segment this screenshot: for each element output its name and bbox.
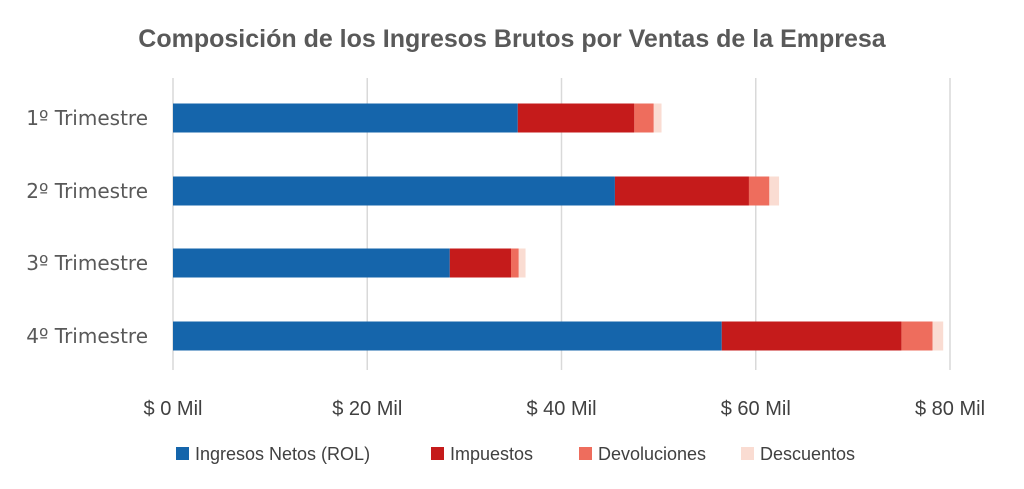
bar-1-series-1 [173, 103, 518, 133]
bar-3-series-3 [510, 248, 519, 278]
x-axis-tick-labels: $ 0 Mil $ 20 Mil $ 40 Mil $ 60 Mil $ 80 Mil [144, 398, 985, 420]
category-label-4: 4º Trimestre [26, 324, 148, 348]
bars [173, 103, 944, 351]
bar-2-series-2 [614, 176, 749, 206]
legend-swatch-2 [431, 447, 444, 460]
category-label-1: 1º Trimestre [26, 106, 148, 130]
bar-1-series-2 [517, 103, 635, 133]
bar-1-series-4 [653, 103, 662, 133]
x-tick-label-1: $ 20 Mil [332, 398, 402, 420]
legend-swatch-3 [579, 447, 592, 460]
bar-3-series-4 [518, 248, 526, 278]
x-tick-label-3: $ 60 Mil [721, 398, 791, 420]
category-label-3: 3º Trimestre [26, 251, 148, 275]
bar-3-series-2 [449, 248, 511, 278]
category-label-2: 2º Trimestre [26, 179, 148, 203]
legend-swatch-4 [741, 447, 754, 460]
bar-2-series-4 [769, 176, 780, 206]
bar-4-series-2 [721, 321, 902, 351]
bar-3-series-1 [173, 248, 450, 278]
bar-4-series-4 [932, 321, 944, 351]
legend-label-1: Ingresos Netos (ROL) [195, 444, 370, 464]
legend-label-3: Devoluciones [598, 444, 706, 464]
chart-title: Composición de los Ingresos Brutos por V… [138, 25, 887, 53]
x-tick-label-2: $ 40 Mil [526, 398, 596, 420]
legend-swatch-1 [176, 447, 189, 460]
bar-4-series-1 [173, 321, 722, 351]
bar-2-series-1 [173, 176, 615, 206]
x-tick-label-4: $ 80 Mil [915, 398, 985, 420]
legend-label-4: Descuentos [760, 444, 855, 464]
bar-2-series-3 [748, 176, 770, 206]
x-tick-label-0: $ 0 Mil [144, 398, 203, 420]
bar-1-series-3 [634, 103, 654, 133]
category-labels: 1º Trimestre 2º Trimestre 3º Trimestre 4º T… [26, 106, 148, 348]
bar-4-series-3 [901, 321, 933, 351]
legend: Ingresos Netos (ROL) Impuestos Devolucione… [176, 444, 855, 464]
legend-label-2: Impuestos [450, 444, 533, 464]
